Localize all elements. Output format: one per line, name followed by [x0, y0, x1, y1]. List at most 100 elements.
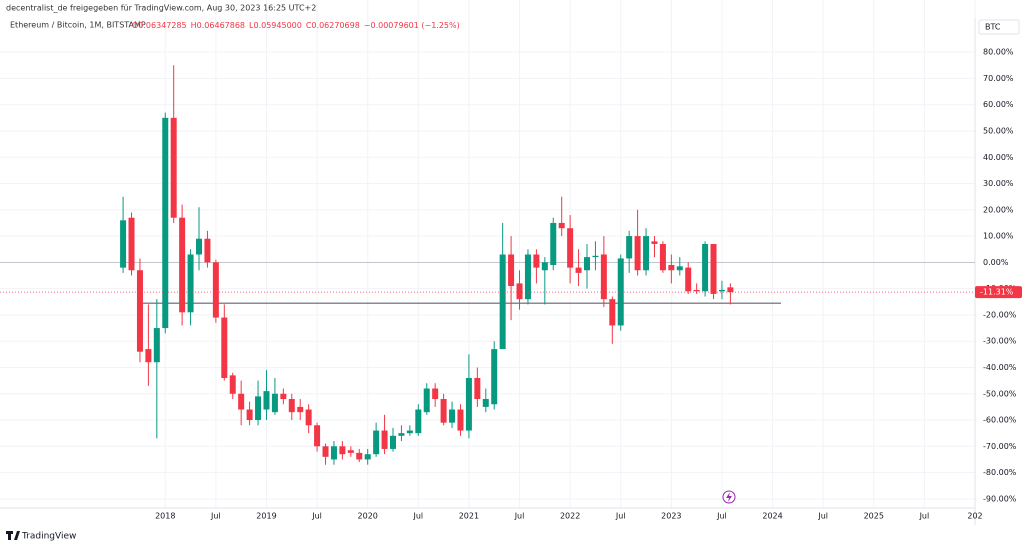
legend-value: C0.06270698: [306, 21, 360, 30]
candle-body: [246, 409, 253, 421]
candle-body: [322, 446, 329, 457]
candle-body: [592, 255, 599, 258]
candle-body: [617, 258, 624, 326]
x-tick-label: 2018: [155, 512, 175, 521]
candle-body: [162, 117, 169, 329]
candle-body: [685, 267, 692, 292]
candle-body: [263, 391, 270, 410]
candle-body: [465, 377, 472, 431]
candle-body: [406, 430, 413, 434]
candle-body: [550, 222, 557, 265]
publisher: decentralist_de freigegeben für TradingV…: [6, 4, 316, 13]
x-tick-label: 2023: [661, 512, 681, 521]
candle-body: [432, 388, 439, 400]
candle-body: [297, 406, 304, 413]
x-tick-label: 2024: [762, 512, 782, 521]
x-tick-label: 2025: [864, 512, 884, 521]
candle-body: [179, 217, 186, 313]
y-tick-label: -90.00%: [983, 494, 1017, 503]
x-tick-label: Jul: [311, 512, 322, 521]
x-tick-label: 2022: [560, 512, 580, 521]
y-tick-label: -50.00%: [983, 389, 1017, 398]
candle-body: [541, 262, 548, 271]
x-tick-label: Jul: [210, 512, 221, 521]
currency[interactable]: BTC: [985, 23, 1001, 32]
candle-body: [347, 450, 354, 453]
candle-body: [128, 217, 135, 271]
y-tick-label: 40.00%: [983, 153, 1014, 162]
candle-body: [229, 375, 236, 394]
candle-body: [415, 409, 422, 434]
candle-body: [305, 409, 312, 426]
candle-body: [609, 299, 616, 326]
y-tick-label: 80.00%: [983, 48, 1014, 57]
candle-body: [221, 317, 228, 378]
candle-body: [288, 399, 295, 413]
y-tick-label: -40.00%: [983, 363, 1017, 372]
x-tick-label: Jul: [514, 512, 525, 521]
candle-body: [187, 254, 194, 313]
candle-body: [727, 287, 734, 293]
last-price-label: -11.31%: [980, 288, 1014, 297]
x-tick-label: Jul: [716, 512, 727, 521]
candle-body: [390, 435, 396, 449]
candle-body: [440, 399, 447, 423]
candle-body: [499, 254, 506, 350]
candle-body: [255, 396, 262, 421]
y-tick-label: 30.00%: [983, 179, 1014, 188]
brand: TradingView: [21, 532, 76, 542]
candle-body: [718, 289, 725, 292]
candle-body: [567, 228, 574, 268]
candle-body: [474, 377, 481, 400]
candle-body: [508, 254, 515, 287]
candle-body: [693, 289, 700, 292]
candle-body: [482, 399, 489, 407]
x-tick-label: Jul: [919, 512, 930, 521]
last-price-tag: [975, 286, 1022, 299]
candle-body: [584, 257, 590, 271]
candle-body: [516, 283, 523, 300]
candle-body: [651, 241, 658, 244]
y-tick-label: 50.00%: [983, 126, 1014, 135]
x-tick-label: 202: [967, 512, 982, 521]
y-tick-label: -80.00%: [983, 468, 1017, 477]
candle-body: [702, 243, 709, 292]
y-tick-label: -60.00%: [983, 416, 1017, 425]
currency-box[interactable]: [978, 19, 1020, 35]
candle-body: [145, 349, 152, 363]
y-tick-label: -30.00%: [983, 337, 1017, 346]
candle-body: [314, 425, 321, 447]
candle-body: [558, 222, 565, 229]
candle-body: [364, 454, 371, 460]
symbol: Ethereum / Bitcoin, 1M, BITSTAMP: [10, 21, 146, 30]
candle-body: [423, 388, 430, 413]
candle-body: [710, 243, 717, 294]
candle-body: [643, 236, 650, 271]
x-tick-label: 2021: [459, 512, 479, 521]
candle-body: [524, 254, 531, 300]
brand-logo: [6, 531, 20, 540]
y-tick-label: -70.00%: [983, 442, 1017, 451]
y-tick-label: 70.00%: [983, 74, 1014, 83]
candle-body: [153, 328, 160, 363]
candle-body: [339, 446, 346, 455]
legend-value: H0.06467868: [191, 21, 245, 30]
candle-body: [170, 117, 177, 218]
candle-body: [196, 238, 202, 255]
candle-body: [449, 409, 456, 423]
candle-body: [457, 409, 464, 431]
candle-body: [634, 236, 641, 271]
candle-body: [204, 238, 211, 263]
x-tick-label: Jul: [412, 512, 423, 521]
candle-body: [271, 393, 278, 413]
y-tick-label: 0.00%: [983, 258, 1009, 267]
y-tick-label: -20.00%: [983, 310, 1017, 319]
y-tick-label: 60.00%: [983, 100, 1014, 109]
lightning-icon[interactable]: [722, 490, 736, 504]
legend-value: O0.06347285: [132, 21, 187, 30]
y-tick-label: 20.00%: [983, 205, 1014, 214]
candle-body: [491, 349, 498, 405]
candle-body: [238, 393, 245, 410]
candle-body: [398, 433, 405, 436]
